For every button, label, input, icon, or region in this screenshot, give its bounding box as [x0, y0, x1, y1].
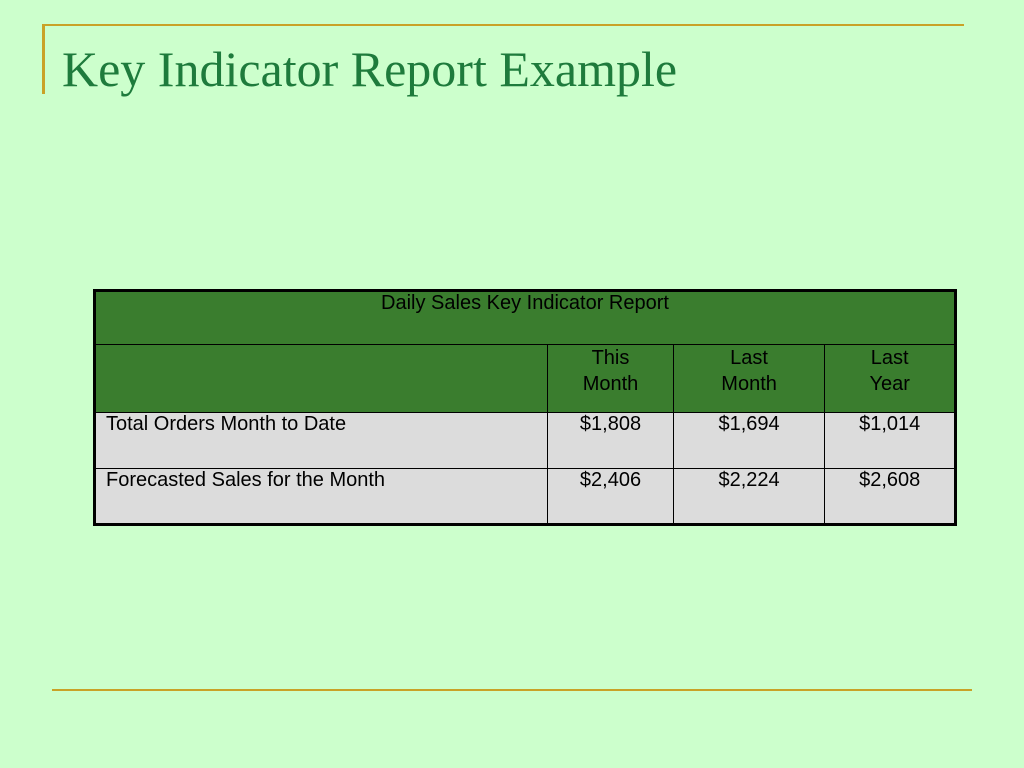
table-header-row: This Month Last Month Last Year — [93, 344, 956, 413]
column-header-this-month: This Month — [547, 344, 674, 413]
row-label: Total Orders Month to Date — [93, 412, 549, 469]
table-title: Daily Sales Key Indicator Report — [94, 290, 956, 345]
cell-value: $1,694 — [672, 412, 826, 469]
cell-value: $2,608 — [824, 468, 956, 525]
slide-title: Key Indicator Report Example — [62, 41, 678, 97]
column-header-line: Month — [582, 373, 639, 395]
empty-header-cell — [93, 344, 549, 413]
key-indicator-table: Daily Sales Key Indicator Report This Mo… — [93, 289, 957, 526]
cell-value: $1,808 — [547, 412, 674, 469]
bottom-accent-line — [52, 689, 972, 691]
cell-value: $1,014 — [824, 412, 956, 469]
column-header-line: Year — [869, 373, 910, 395]
column-header-line: Last — [730, 347, 768, 369]
row-label: Forecasted Sales for the Month — [93, 468, 549, 525]
column-header-line: Month — [721, 373, 777, 395]
table-row: Total Orders Month to Date $1,808 $1,694… — [93, 412, 956, 469]
left-accent-line — [42, 24, 45, 94]
cell-value: $2,224 — [672, 468, 826, 525]
column-header-last-month: Last Month — [672, 344, 826, 413]
top-accent-line — [42, 24, 964, 26]
table-title-row: Daily Sales Key Indicator Report — [94, 290, 956, 345]
cell-value: $2,406 — [547, 468, 674, 525]
table-row: Forecasted Sales for the Month $2,406 $2… — [93, 468, 956, 525]
column-header-last-year: Last Year — [824, 344, 956, 413]
column-header-line: Last — [870, 347, 909, 369]
column-header-line: This — [591, 347, 630, 369]
